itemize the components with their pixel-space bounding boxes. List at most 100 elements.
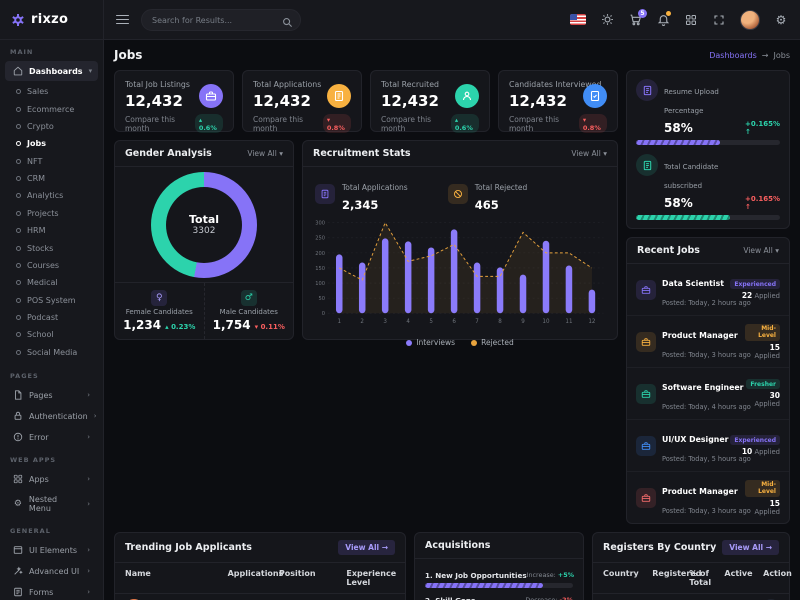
acquisition-item: 1. New Job Opportunities Increase: +5%: [425, 570, 574, 588]
sidebar-item-analytics[interactable]: Analytics: [0, 187, 103, 204]
table-row[interactable]: A Alice Johnson Software Engineer 05 Ful…: [115, 594, 405, 600]
sidebar-item-apps[interactable]: Apps ›: [5, 469, 98, 489]
bullet-icon: [16, 349, 21, 355]
svg-text:7: 7: [475, 319, 479, 325]
sidebar-item-forms[interactable]: Forms ›: [5, 582, 98, 600]
svg-text:0: 0: [322, 311, 325, 317]
chevron-icon: ›: [87, 433, 90, 441]
sidebar-item-dashboards[interactable]: Dashboards ▾: [5, 61, 98, 81]
recruitment-kpi: Total Applications 2,345: [315, 175, 408, 213]
progress-label: Total Candidate subscribed: [664, 163, 719, 190]
sidebar-item-jobs[interactable]: Jobs: [0, 135, 103, 152]
job-posted: Posted: Today, 3 hours ago: [662, 506, 751, 515]
stat-compare-label: Compare this month: [125, 114, 176, 133]
sidebar-item-podcast[interactable]: Podcast: [0, 309, 103, 326]
sidebar-item-pages[interactable]: Pages ›: [5, 385, 98, 405]
legend-item[interactable]: Interviews: [406, 338, 455, 347]
breadcrumb-current: Jobs: [773, 50, 791, 60]
chevron-icon: ›: [87, 588, 90, 596]
hamburger-menu-icon[interactable]: [116, 14, 129, 25]
stat-card[interactable]: Total Job Listings 12,432 Compare this m…: [114, 70, 234, 133]
job-applied-label: Applied: [754, 292, 780, 300]
cart-badge: 5: [638, 8, 647, 18]
job-posted: Posted: Today, 4 hours ago: [662, 402, 751, 411]
theme-toggle-sun-icon[interactable]: [600, 13, 614, 27]
sidebar-item-projects[interactable]: Projects: [0, 205, 103, 222]
bullet-icon: [16, 123, 21, 129]
chevron-icon: ›: [87, 567, 90, 575]
sidebar-item-authentication[interactable]: Authentication ›: [5, 406, 98, 426]
recruitment-title: Recruitment Stats: [313, 148, 411, 159]
language-flag-icon[interactable]: [570, 14, 586, 25]
job-applied-label: Applied: [754, 448, 780, 456]
job-applied-count: 30: [769, 391, 780, 400]
brand[interactable]: rixzo: [0, 0, 103, 40]
acquisition-label: 1. New Job Opportunities: [425, 570, 527, 580]
registers-table-body: U.S.A 687 25% 25 Users ↗ Canada: [593, 594, 789, 600]
acquisition-label: 2. Skill Gaps: [425, 596, 475, 600]
sidebar-item-stocks[interactable]: Stocks: [0, 239, 103, 256]
svg-text:150: 150: [315, 266, 325, 272]
recruitment-view-all[interactable]: View All ▾: [571, 149, 607, 158]
job-list-item[interactable]: Product Manager Posted: Today, 3 hours a…: [627, 316, 789, 368]
sidebar-item-crm[interactable]: CRM: [0, 170, 103, 187]
sidebar-item-error[interactable]: Error ›: [5, 427, 98, 447]
breadcrumb-separator: →: [761, 50, 769, 60]
user-avatar[interactable]: [740, 9, 760, 30]
table-row[interactable]: U.S.A 687 25% 25 Users ↗: [593, 594, 789, 600]
sidebar-item-school[interactable]: School: [0, 326, 103, 343]
job-level-badge: Experienced: [730, 435, 780, 445]
gender-view-all[interactable]: View All ▾: [247, 149, 283, 158]
sidebar-item-medical[interactable]: Medical: [0, 274, 103, 291]
stat-card[interactable]: Total Recruited 12,432 Compare this mont…: [370, 70, 490, 133]
sidebar-item-nft[interactable]: NFT: [0, 153, 103, 170]
cart-icon[interactable]: 5: [628, 8, 647, 27]
stat-card[interactable]: Candidates Interviewed 12,432 Compare th…: [498, 70, 618, 133]
settings-gear-icon[interactable]: ⚙: [775, 12, 787, 27]
job-list-item[interactable]: Data Scientist Posted: Today, 2 hours ag…: [627, 264, 789, 316]
breadcrumb-parent[interactable]: Dashboards: [709, 50, 757, 60]
gear-icon: ⚙: [13, 499, 22, 509]
legend-item[interactable]: Rejected: [471, 338, 514, 347]
registers-view-all-button[interactable]: View All →: [722, 540, 779, 555]
trending-view-all-button[interactable]: View All →: [338, 540, 395, 555]
job-list-item[interactable]: Software Engineer Posted: Today, 4 hours…: [627, 368, 789, 420]
trending-applicants-panel: Trending Job Applicants View All → Name …: [114, 532, 406, 600]
recruitment-stats-panel: Recruitment Stats View All ▾ Total Appli…: [302, 140, 618, 347]
sidebar-item-courses[interactable]: Courses: [0, 257, 103, 274]
stat-card-icon: [583, 84, 607, 108]
form-icon: [13, 587, 23, 597]
job-list-item[interactable]: UI/UX Designer Posted: Today, 5 hours ag…: [627, 420, 789, 472]
sidebar-item-social-media[interactable]: Social Media: [0, 344, 103, 361]
stat-value: 12,432: [253, 92, 311, 110]
job-posted: Posted: Today, 3 hours ago: [662, 350, 751, 359]
gender-donut-chart[interactable]: Total 3302: [151, 171, 257, 278]
sidebar-item-crypto[interactable]: Crypto: [0, 118, 103, 135]
stat-compare-label: Compare this month: [509, 114, 560, 133]
search-icon[interactable]: [282, 13, 293, 27]
female-icon: ♀: [151, 290, 168, 306]
search-input[interactable]: [141, 9, 301, 32]
apps-grid-icon[interactable]: [684, 13, 698, 27]
sidebar-item-ui-elements[interactable]: UI Elements ›: [5, 540, 98, 560]
sidebar-item-hrm[interactable]: HRM: [0, 222, 103, 239]
job-applied-count: 10: [741, 447, 753, 456]
sidebar-item-ecommerce[interactable]: Ecommerce: [0, 100, 103, 117]
sidebar-item-advanced-ui[interactable]: Advanced UI ›: [5, 561, 98, 581]
window-icon: [13, 545, 23, 555]
bullet-icon: [16, 193, 21, 199]
sidebar-item-sales[interactable]: Sales: [0, 83, 103, 100]
fullscreen-icon[interactable]: [712, 13, 726, 27]
briefcase-icon: [636, 487, 656, 508]
job-list-item[interactable]: Product Manager Posted: Today, 3 hours a…: [627, 472, 789, 523]
apps-icon: [13, 474, 23, 484]
male-delta: 0.11%: [255, 323, 285, 331]
bullet-icon: [16, 332, 21, 338]
notifications-bell-icon[interactable]: [656, 10, 671, 27]
recent-jobs-view-all[interactable]: View All ▾: [743, 246, 779, 255]
sidebar-item-nested-menu[interactable]: ⚙ Nested Menu ›: [13, 495, 90, 513]
stat-card[interactable]: Total Applications 12,432 Compare this m…: [242, 70, 362, 133]
progress-item: Resume Upload Percentage 58% +0.165%: [636, 79, 780, 145]
sidebar-item-pos-system[interactable]: POS System: [0, 292, 103, 309]
